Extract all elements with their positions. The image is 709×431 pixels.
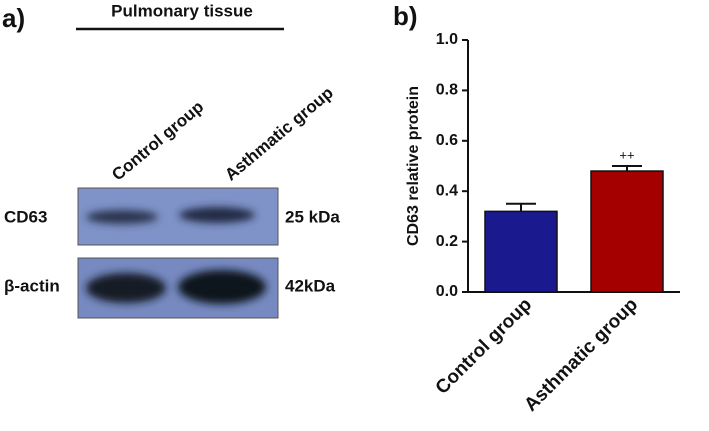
y-tick-label: 0.4: [436, 182, 458, 199]
y-tick-label: 0.2: [436, 233, 458, 250]
y-tick-label: 1.0: [436, 31, 458, 48]
bar: [484, 210, 558, 293]
blot-band: [179, 207, 255, 223]
lane-label: Control group: [108, 97, 207, 184]
blot-band: [86, 210, 158, 224]
blot-band: [86, 273, 166, 303]
blot-header: Pulmonary tissue: [111, 1, 253, 20]
size-label: 25 kDa: [285, 207, 340, 226]
row-label: β-actin: [4, 276, 60, 295]
panel-label: b): [393, 1, 418, 31]
bar: [590, 170, 664, 293]
annotation: ++: [619, 147, 634, 162]
x-tick-label: Control group: [432, 294, 536, 398]
size-label: 42kDa: [285, 276, 336, 295]
x-tick-label: Asthmatic group: [520, 294, 642, 416]
y-axis-label: CD63 relative protein: [405, 86, 422, 246]
blot-band: [178, 270, 266, 304]
panel-label: a): [2, 3, 25, 33]
y-tick-label: 0.0: [436, 283, 458, 300]
lane-label: Asthmatic group: [221, 83, 337, 184]
y-tick-label: 0.6: [436, 132, 458, 149]
y-tick-label: 0.8: [436, 82, 458, 99]
row-label: CD63: [4, 207, 47, 226]
